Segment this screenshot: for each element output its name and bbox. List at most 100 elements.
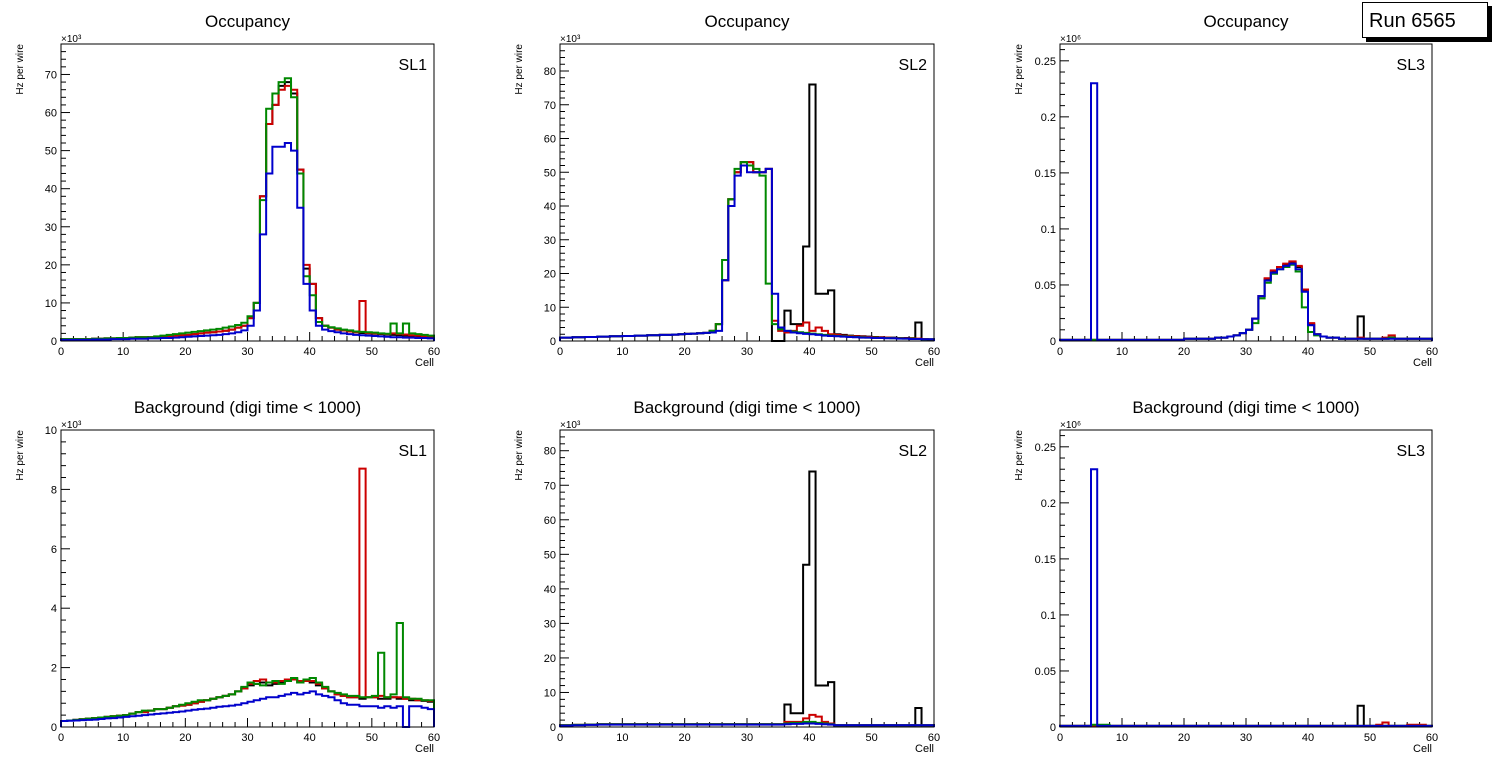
y-axis-label: Hz per wire (1014, 44, 1025, 95)
x-tick-label: 0 (1057, 732, 1063, 744)
y-axis-label: Hz per wire (15, 44, 26, 95)
y-tick-label: 80 (544, 446, 556, 458)
y-tick-label: 0 (1050, 336, 1056, 348)
y-tick-label: 40 (544, 201, 556, 213)
plot-frame-overlay (559, 429, 935, 728)
y-tick-label: 10 (45, 425, 57, 437)
superlayer-label: SL2 (899, 443, 928, 460)
y-tick-label: 80 (544, 66, 556, 78)
y-tick-label: 0.05 (1035, 666, 1056, 678)
superlayer-label: SL3 (1397, 57, 1426, 74)
x-tick-label: 60 (928, 346, 940, 358)
y-tick-label: 50 (45, 146, 57, 158)
y-axis-label: Hz per wire (514, 44, 525, 95)
x-tick-label: 20 (1178, 732, 1190, 744)
plot-frame-overlay (1059, 429, 1433, 728)
y-tick-label: 30 (544, 235, 556, 247)
y-axis-label: Hz per wire (1014, 430, 1025, 481)
plot-frame (1059, 429, 1433, 728)
series-blue-histogram (559, 164, 935, 341)
y-tick-label: 0 (550, 336, 556, 348)
panel-title: Occupancy (704, 12, 790, 31)
x-tick-label: 20 (1178, 346, 1190, 358)
panel-title: Background (digi time < 1000) (134, 398, 361, 417)
x-tick-label: 30 (1240, 732, 1252, 744)
x-tick-label: 50 (366, 732, 378, 744)
x-tick-label: 50 (866, 346, 878, 358)
plot-frame-overlay (60, 43, 435, 342)
plot-frame-overlay (1059, 43, 1433, 342)
y-tick-label: 0.1 (1041, 610, 1056, 622)
y-axis-label: Hz per wire (514, 430, 525, 481)
histogram-panel-1: Occupancy 0 10 20 30 40 50 60 0 10 20 30 40 50 60 70 ×10… (15, 12, 440, 369)
plot-frame (559, 43, 935, 342)
y-tick-label: 0.15 (1035, 168, 1056, 180)
plot-frame-overlay (559, 43, 935, 342)
x-tick-label: 10 (117, 346, 129, 358)
run-number-label: Run 6565 (1362, 2, 1488, 38)
y-tick-label: 0.25 (1035, 442, 1056, 454)
plot-frame (1059, 43, 1433, 342)
series-green-histogram (60, 77, 435, 341)
x-axis-label: Cell (415, 357, 434, 369)
x-tick-label: 20 (179, 346, 191, 358)
series-black-histogram (559, 83, 935, 342)
x-tick-label: 60 (928, 732, 940, 744)
y-tick-label: 30 (544, 618, 556, 630)
x-tick-label: 50 (366, 346, 378, 358)
histogram-panel-2: Occupancy 0 10 20 30 40 50 60 0 10 20 30 40 50 60 70 80 ×… (514, 12, 940, 369)
x-axis-label: Cell (1413, 743, 1432, 755)
x-tick-label: 60 (428, 346, 440, 358)
histogram-panel-5: Background (digi time < 1000) 0 10 20 30 40 50… (514, 398, 940, 755)
histogram-panel-6: Background (digi time < 1000) 0 10 20 30 40 50… (1014, 398, 1438, 755)
y-tick-label: 50 (544, 167, 556, 179)
x-tick-label: 0 (58, 732, 64, 744)
y-exponent-label: ×10³ (61, 34, 82, 45)
series-black-histogram (559, 470, 935, 727)
x-axis-label: Cell (1413, 357, 1432, 369)
y-axis-label: Hz per wire (15, 430, 26, 481)
y-exponent-label: ×10⁶ (1060, 34, 1081, 45)
y-tick-label: 2 (51, 663, 57, 675)
y-tick-label: 0.2 (1041, 112, 1056, 124)
series-blue-histogram (1059, 82, 1433, 341)
x-tick-label: 20 (679, 732, 691, 744)
x-tick-label: 60 (1426, 732, 1438, 744)
superlayer-label: SL1 (399, 443, 428, 460)
series-red-histogram (60, 84, 435, 341)
y-tick-label: 0.15 (1035, 554, 1056, 566)
y-tick-label: 50 (544, 549, 556, 561)
y-tick-label: 20 (45, 260, 57, 272)
y-tick-label: 70 (544, 100, 556, 112)
y-tick-label: 10 (45, 298, 57, 310)
y-exponent-label: ×10³ (560, 34, 581, 45)
superlayer-label: SL1 (399, 57, 428, 74)
y-tick-label: 6 (51, 544, 57, 556)
y-tick-label: 30 (45, 222, 57, 234)
panel-title: Background (digi time < 1000) (633, 398, 860, 417)
x-tick-label: 10 (117, 732, 129, 744)
x-tick-label: 10 (616, 346, 628, 358)
series-green-histogram (559, 161, 935, 341)
panel-title: Background (digi time < 1000) (1132, 398, 1359, 417)
x-tick-label: 30 (741, 732, 753, 744)
y-tick-label: 8 (51, 484, 57, 496)
x-tick-label: 60 (428, 732, 440, 744)
panel-title: Occupancy (205, 12, 291, 31)
series-blue-histogram (60, 142, 435, 341)
x-tick-label: 40 (803, 346, 815, 358)
y-tick-label: 60 (45, 108, 57, 120)
y-tick-label: 60 (544, 134, 556, 146)
x-axis-label: Cell (415, 743, 434, 755)
x-tick-label: 40 (304, 732, 316, 744)
x-tick-label: 0 (1057, 346, 1063, 358)
y-tick-label: 0.1 (1041, 224, 1056, 236)
x-tick-label: 10 (616, 732, 628, 744)
y-tick-label: 70 (45, 69, 57, 81)
x-tick-label: 40 (803, 732, 815, 744)
x-tick-label: 30 (741, 346, 753, 358)
x-tick-label: 10 (1116, 732, 1128, 744)
x-tick-label: 50 (1364, 346, 1376, 358)
y-tick-label: 20 (544, 269, 556, 281)
